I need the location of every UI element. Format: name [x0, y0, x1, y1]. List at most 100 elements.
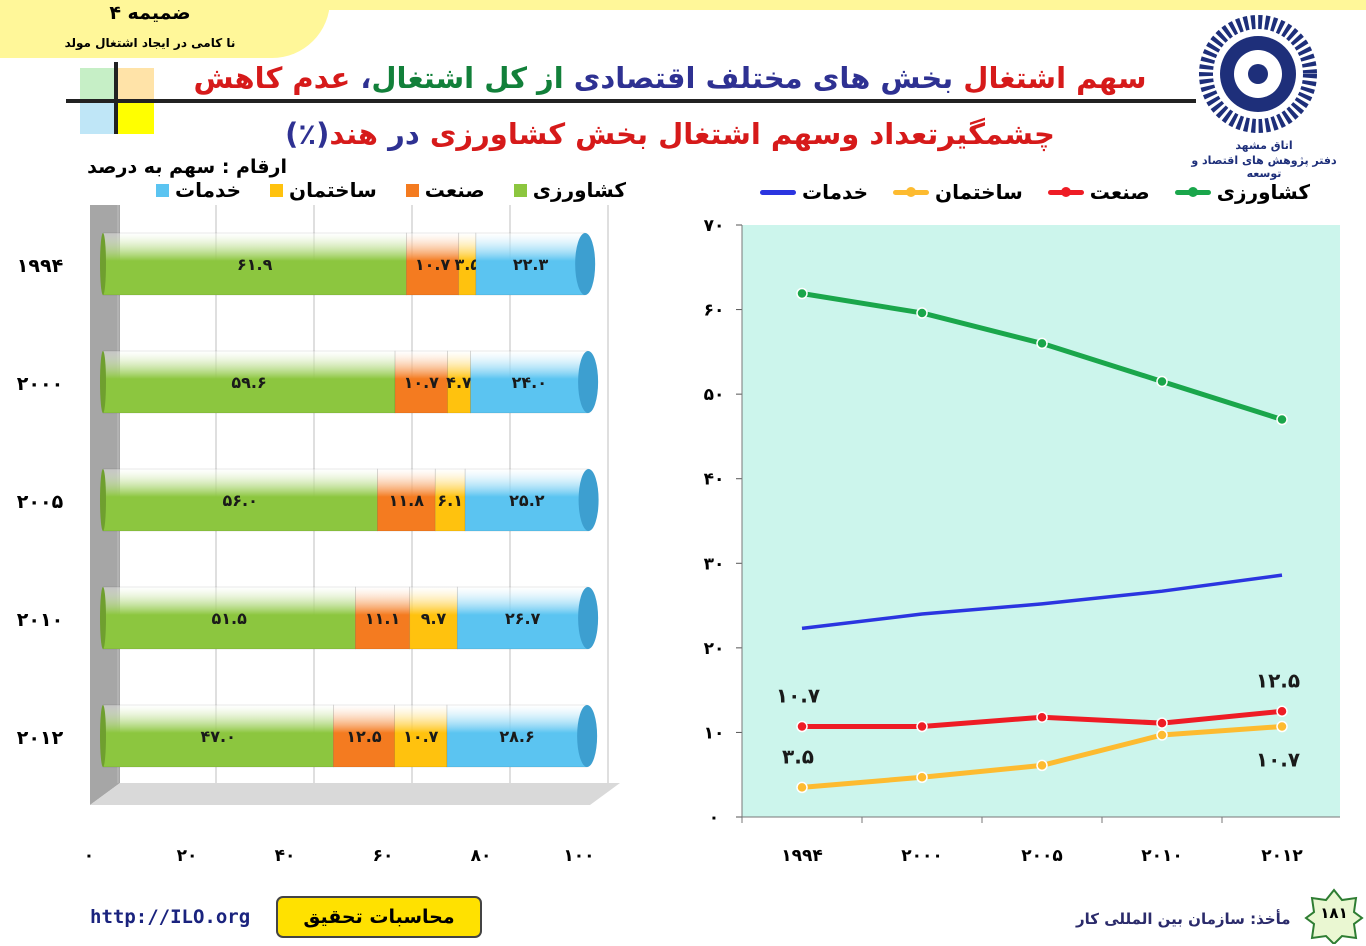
- logo-label-chamber: اتاق مشهد: [1235, 139, 1293, 152]
- series-line: [801, 573, 1283, 631]
- bar-end-cap: [577, 705, 598, 767]
- bar-value-label: ۲۲.۳: [513, 255, 549, 274]
- y-tick-label: ۳۰: [704, 554, 725, 574]
- bar-segment: [456, 586, 589, 650]
- bar-start-cap: [100, 233, 106, 295]
- series-point: [916, 771, 928, 784]
- point-annotation: ۳.۵: [782, 744, 814, 768]
- y-tick-label: ۴۰: [704, 470, 725, 490]
- y-tick-label: ۶۰: [704, 301, 725, 321]
- x-tick-label: ۲۰۰۵: [1021, 846, 1063, 866]
- chamber-logo-icon: [1199, 15, 1317, 133]
- bar-value-label: ۶.۱: [437, 491, 463, 510]
- legend-item: خدمات: [156, 178, 241, 202]
- source-url-link[interactable]: http://ILO.org: [90, 906, 251, 928]
- page-number: ۱۸۱: [1320, 904, 1348, 922]
- legend-swatch: [513, 183, 527, 197]
- bar-segment: [470, 350, 589, 414]
- bar-segment: [394, 704, 448, 768]
- bar-segment: [475, 232, 586, 296]
- bar-end-cap: [578, 351, 599, 413]
- logo-label-office: دفتر پژوهش های اقتصاد و توسعه: [1191, 154, 1337, 180]
- legend-item: کشاورزی: [513, 178, 626, 202]
- page-number-badge-icon: [1304, 888, 1364, 944]
- x-tick-label: ۱۰۰: [563, 846, 594, 866]
- bar-segment: [102, 232, 407, 296]
- series-point: [796, 781, 808, 794]
- point-annotation: ۱۰.۷: [1256, 748, 1300, 772]
- bar-end-cap: [578, 469, 599, 531]
- annex-tab: [0, 0, 330, 58]
- title-segment: بخش های مختلف اقتصادی: [563, 61, 964, 95]
- bar-value-label: ۲۸.۶: [499, 727, 534, 746]
- bar-value-label: ۶۱.۹: [237, 255, 273, 274]
- x-tick-label: ۲۰۰۰: [901, 846, 943, 866]
- title-segment: تعداد وسهم اشتغال بخش کشاورزی: [419, 117, 939, 151]
- bar-segment: [394, 350, 448, 414]
- series-point: [1036, 759, 1048, 772]
- bar-value-label: ۵۶.۰: [223, 491, 258, 510]
- bar-value-label: ۵۱.۵: [211, 609, 247, 628]
- bar-segment: [102, 350, 396, 414]
- bar-value-label: ۴.۷: [446, 373, 472, 392]
- bar-legend: کشاورزی صنعت ساختمان خدمات: [126, 178, 626, 202]
- bar-end-cap: [578, 587, 599, 649]
- legend-label: کشاورزی: [532, 178, 626, 202]
- x-tick-label: ۲۰۱۰: [1141, 846, 1183, 866]
- legend-item: ساختمان: [270, 178, 377, 202]
- bar-segment: [332, 704, 395, 768]
- legend-label: ساختمان: [935, 180, 1023, 204]
- title-segment: در: [378, 117, 420, 151]
- y-category-label: ۲۰۰۵: [17, 491, 64, 513]
- bar-value-label: ۲۶.۷: [505, 609, 541, 628]
- y-tick-label: ۵۰: [704, 385, 725, 405]
- legend-label: خدمات: [175, 178, 242, 202]
- series-point: [1276, 413, 1288, 426]
- legend-label: صنعت: [1089, 180, 1150, 204]
- bar-value-label: ۱۰.۷: [404, 373, 440, 392]
- series-point: [1276, 720, 1288, 733]
- bar-start-cap: [100, 705, 106, 767]
- bar-segment: [458, 232, 477, 296]
- legend-swatch: [405, 183, 419, 197]
- y-tick-label: ۷۰: [704, 216, 725, 236]
- x-tick-label: ۸۰: [471, 846, 492, 866]
- title-segment: ،: [350, 61, 372, 95]
- x-tick-label: ۴۰: [275, 846, 296, 866]
- legend-line: [760, 189, 797, 195]
- title-segment: سهم اشتغال: [963, 61, 1147, 95]
- y-tick-label: ۲۰: [704, 639, 725, 659]
- series-point: [1276, 705, 1288, 718]
- legend-swatch: [156, 183, 170, 197]
- title-segment: از کل اشتغال: [371, 61, 564, 95]
- bar-end-cap: [575, 233, 596, 295]
- y-tick-label: ۰: [709, 808, 719, 828]
- bar-value-label: ۵۹.۶: [231, 373, 266, 392]
- bar-value-label: ۳.۵: [455, 255, 481, 274]
- bar-value-label: ۱۰.۷: [415, 255, 451, 274]
- legend-label: صنعت: [424, 178, 485, 202]
- bar-value-label: ۱۱.۱: [365, 609, 400, 628]
- deco-square-green: [80, 68, 116, 100]
- bar-value-label: ۱۰.۷: [403, 727, 439, 746]
- legend-swatch: [270, 183, 284, 197]
- bar-value-label: ۲۵.۲: [509, 491, 545, 510]
- annex-subtitle: نا کامی در ایجاد اشتغال مولد: [64, 36, 236, 50]
- bar-value-label: ۲۴.۰: [512, 373, 547, 392]
- bar-value-label: ۱۱.۸: [389, 491, 425, 510]
- bar-start-cap: [100, 351, 106, 413]
- series-point: [1156, 717, 1168, 729]
- y-category-label: ۲۰۱۰: [17, 609, 63, 631]
- bar-segment: [102, 704, 334, 768]
- page-title-line1: سهم اشتغال بخش های مختلف اقتصادی از کل ا…: [150, 58, 1190, 98]
- bar-value-label: ۱۲.۵: [346, 727, 382, 746]
- series-point: [1036, 337, 1048, 350]
- y-tick-label: ۱۰: [704, 723, 725, 743]
- bar-segment: [377, 468, 436, 532]
- line-chart: ۰ ۱۰ ۲۰ ۳۰ ۴۰ ۵۰ ۶۰ ۷۰ ۱۹۹۴ ۲۰۰۰ ۲۰۰۵ ۲۰۱۰ ۲۰۱۲ ۱۰.۷ ۱…: [704, 216, 1340, 866]
- point-annotation: ۱۲.۵: [1256, 668, 1300, 692]
- x-tick-label: ۲۰: [177, 846, 198, 866]
- annex-title: ضمیمه ۴: [109, 2, 191, 24]
- chart-floor: [90, 783, 620, 805]
- x-tick-label: ۲۰۱۲: [1261, 846, 1303, 866]
